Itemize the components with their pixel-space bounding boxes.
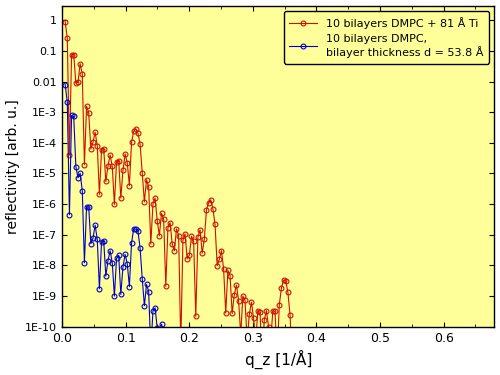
Line: 10 bilayers DMPC,
bilayer thickness d = 53.8 Å: 10 bilayers DMPC, bilayer thickness d = … (62, 82, 494, 360)
10 bilayers DMPC,
bilayer thickness d = 53.8 Å (178, 355, 184, 360)
10 bilayers DMPC + 81 Å Ti (176, 233, 182, 238)
10 bilayers DMPC,
bilayer thickness d = 53.8 Å (454, 355, 460, 360)
10 bilayers DMPC,
bilayer thickness d = 53.8 Å (62, 82, 68, 87)
10 bilayers DMPC + 81 Å Ti (488, 355, 494, 360)
10 bilayers DMPC + 81 Å Ti (142, 200, 148, 204)
10 bilayers DMPC,
bilayer thickness d = 53.8 Å (469, 355, 475, 360)
X-axis label: q_z [1/Å]: q_z [1/Å] (244, 350, 312, 369)
10 bilayers DMPC,
bilayer thickness d = 53.8 Å (88, 242, 94, 246)
10 bilayers DMPC + 81 Å Ti (80, 72, 86, 76)
10 bilayers DMPC + 81 Å Ti (259, 355, 265, 360)
Line: 10 bilayers DMPC + 81 Å Ti: 10 bilayers DMPC + 81 Å Ti (62, 19, 494, 360)
10 bilayers DMPC,
bilayer thickness d = 53.8 Å (80, 189, 86, 193)
10 bilayers DMPC + 81 Å Ti (469, 355, 475, 360)
10 bilayers DMPC + 81 Å Ti (88, 147, 94, 151)
10 bilayers DMPC,
bilayer thickness d = 53.8 Å (488, 355, 494, 360)
Legend: 10 bilayers DMPC + 81 Å Ti, 10 bilayers DMPC,
bilayer thickness d = 53.8 Å: 10 bilayers DMPC + 81 Å Ti, 10 bilayers … (284, 11, 489, 64)
10 bilayers DMPC,
bilayer thickness d = 53.8 Å (142, 303, 148, 308)
10 bilayers DMPC,
bilayer thickness d = 53.8 Å (163, 355, 169, 360)
10 bilayers DMPC + 81 Å Ti (62, 20, 68, 24)
10 bilayers DMPC + 81 Å Ti (454, 355, 460, 360)
Y-axis label: reflectivity [arb. u.]: reflectivity [arb. u.] (6, 99, 20, 234)
